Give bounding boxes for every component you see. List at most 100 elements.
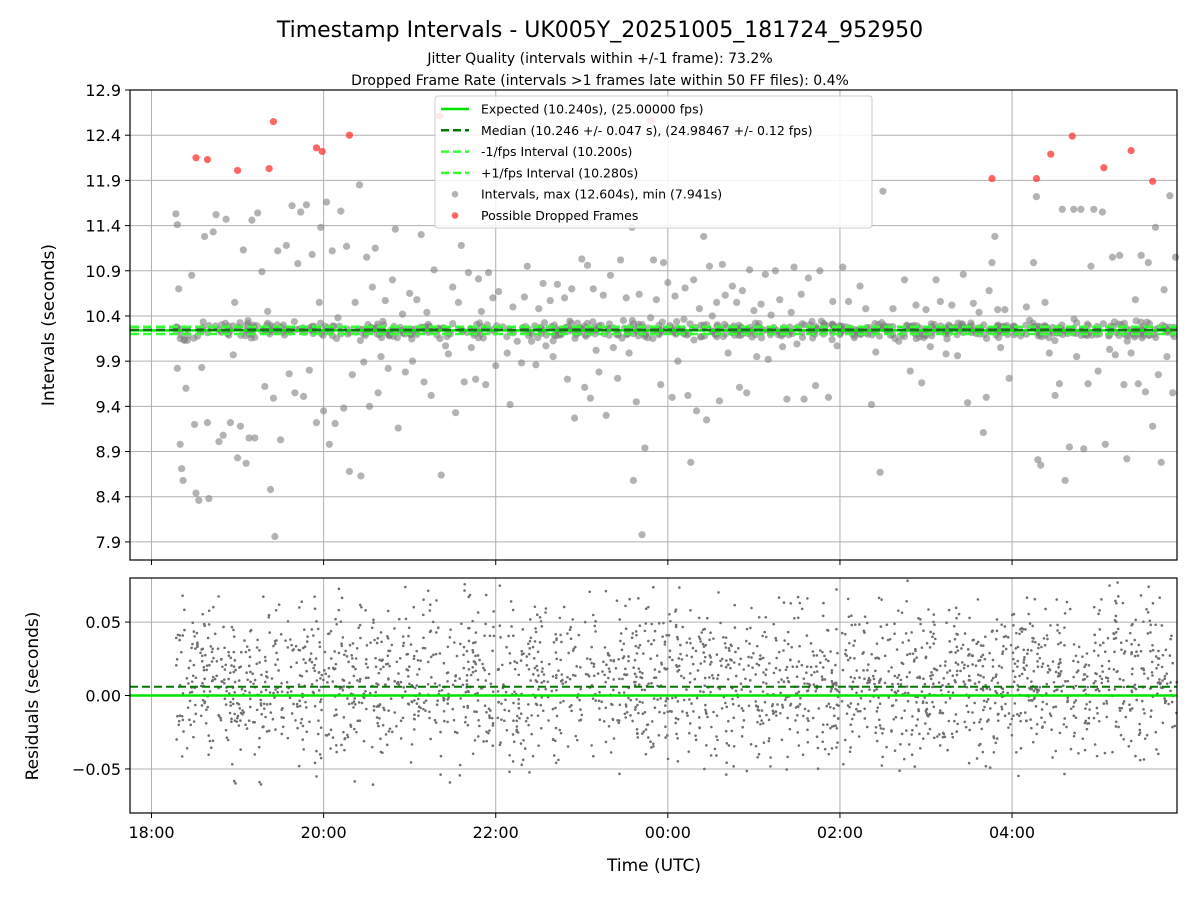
residual-point xyxy=(550,689,554,693)
residual-point xyxy=(587,674,591,678)
residual-point xyxy=(239,748,242,751)
interval-point xyxy=(735,383,744,391)
interval-point xyxy=(829,297,837,306)
residual-point xyxy=(1054,705,1058,708)
residual-point xyxy=(232,779,236,783)
residual-point xyxy=(602,660,605,664)
residual-point xyxy=(583,620,587,624)
interval-point xyxy=(344,330,352,338)
residual-point xyxy=(443,719,446,723)
residual-point xyxy=(335,713,338,717)
residual-point xyxy=(1154,730,1158,734)
residual-point xyxy=(525,655,529,658)
residual-point xyxy=(762,741,766,745)
interval-point xyxy=(867,400,876,409)
residual-point xyxy=(767,739,771,743)
residual-point xyxy=(763,700,767,704)
residual-point xyxy=(811,650,815,653)
residual-point xyxy=(483,668,487,672)
residual-point xyxy=(1035,722,1039,726)
residual-point xyxy=(1072,701,1076,704)
interval-point xyxy=(681,284,689,292)
interval-point xyxy=(484,268,493,277)
residual-point xyxy=(1163,674,1167,678)
residual-point xyxy=(923,682,927,686)
residual-point xyxy=(187,666,191,670)
residual-point xyxy=(262,707,266,711)
residual-point xyxy=(901,641,905,644)
residual-point xyxy=(352,674,356,678)
residual-point xyxy=(727,719,730,723)
interval-point xyxy=(195,496,203,504)
residual-point xyxy=(584,672,588,676)
interval-point xyxy=(474,275,483,283)
residual-point xyxy=(357,626,360,629)
interval-point xyxy=(1152,333,1160,342)
interval-point xyxy=(1163,353,1171,361)
residual-point xyxy=(1066,700,1069,704)
residual-point xyxy=(296,705,299,708)
residual-point xyxy=(217,595,220,598)
interval-point xyxy=(299,392,308,401)
residual-point xyxy=(824,658,828,661)
residual-point xyxy=(691,646,695,650)
residual-point xyxy=(539,620,543,623)
residual-point xyxy=(955,730,959,733)
residual-point xyxy=(1037,646,1040,650)
residual-point xyxy=(299,721,303,725)
residual-point xyxy=(617,657,620,661)
residual-point xyxy=(201,681,204,685)
residual-point xyxy=(371,783,375,786)
residual-point xyxy=(948,640,951,643)
residual-point xyxy=(954,606,958,610)
residual-point xyxy=(616,719,619,722)
residual-point xyxy=(230,717,233,721)
residual-point xyxy=(868,681,871,684)
residual-point xyxy=(732,661,736,664)
dropped-frame-point xyxy=(269,118,278,126)
residual-point xyxy=(1149,649,1152,653)
residual-point xyxy=(973,701,976,705)
residual-point xyxy=(418,667,421,671)
residual-point xyxy=(499,741,502,744)
interval-point xyxy=(750,306,758,315)
interval-point xyxy=(816,267,824,275)
interval-point xyxy=(173,364,181,372)
residual-point xyxy=(429,737,432,741)
residual-point xyxy=(896,682,900,686)
interval-point xyxy=(1001,306,1009,314)
residual-point xyxy=(1008,722,1012,726)
residual-point xyxy=(691,662,695,666)
residual-point xyxy=(911,728,914,732)
interval-point xyxy=(408,335,416,343)
residual-point xyxy=(199,684,203,688)
residual-point xyxy=(551,737,555,741)
residual-point xyxy=(448,781,452,784)
interval-point xyxy=(371,244,379,252)
residual-point xyxy=(875,739,879,743)
residual-point xyxy=(890,704,894,708)
interval-point xyxy=(222,215,230,223)
interval-point xyxy=(302,201,311,209)
residual-point xyxy=(863,707,866,711)
interval-point xyxy=(288,202,296,210)
residual-point xyxy=(248,697,252,701)
interval-point xyxy=(182,384,190,392)
residual-point xyxy=(511,760,515,763)
residual-point xyxy=(540,625,544,628)
interval-point xyxy=(1137,251,1145,260)
interval-point xyxy=(942,350,950,358)
residual-point xyxy=(955,669,959,673)
residual-point xyxy=(1170,700,1174,704)
residual-point xyxy=(796,731,799,734)
residual-point xyxy=(853,639,857,643)
residual-point xyxy=(305,669,308,673)
residual-point xyxy=(1019,719,1022,723)
residual-point xyxy=(395,660,399,664)
residual-point xyxy=(791,665,795,669)
residual-point xyxy=(1149,631,1152,634)
residual-point xyxy=(1074,699,1078,702)
residual-point xyxy=(1035,732,1038,736)
residual-point xyxy=(956,649,960,652)
interval-point xyxy=(1127,349,1135,357)
